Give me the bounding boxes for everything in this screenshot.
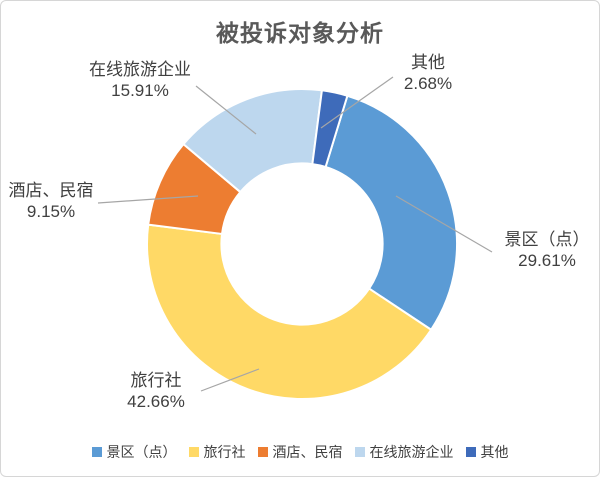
donut-slice	[145, 223, 433, 401]
legend-label: 旅行社	[203, 444, 246, 460]
legend-item: 酒店、民宿	[257, 442, 343, 462]
slice-label-name: 其他	[411, 53, 445, 72]
donut-slice	[311, 89, 349, 168]
slice-label-percent: 29.61%	[518, 251, 576, 270]
legend-label: 在线旅游企业	[369, 444, 454, 460]
legend-item: 景区（点）	[91, 442, 177, 462]
slice-label-name: 旅行社	[130, 371, 182, 390]
slice-label-percent: 42.66%	[127, 392, 185, 411]
chart-title: 被投诉对象分析	[216, 20, 384, 46]
slice-label-scenic-spot: 景区（点） 29.61%	[472, 229, 599, 271]
slice-label-percent: 9.15%	[26, 202, 76, 221]
legend-swatch-icon	[354, 447, 365, 457]
slice-label-hotel-homestay: 酒店、民宿 9.15%	[1, 180, 103, 222]
legend-label: 其他	[480, 444, 509, 460]
legend-swatch-icon	[465, 447, 476, 457]
slice-label-online-travel: 在线旅游企业 15.91%	[65, 59, 215, 101]
leader-line	[97, 195, 199, 204]
legend-item: 旅行社	[188, 442, 246, 462]
legend-swatch-icon	[91, 447, 102, 457]
slice-label-other: 其他 2.68%	[353, 52, 503, 94]
leader-line	[200, 368, 260, 392]
chart-legend: 景区（点） 旅行社 酒店、民宿 在线旅游企业 其他	[1, 442, 599, 462]
slice-label-percent: 2.68%	[403, 74, 453, 93]
legend-label: 景区（点）	[106, 444, 177, 460]
legend-item: 其他	[465, 442, 509, 462]
leader-line	[195, 85, 257, 135]
slice-label-name: 酒店、民宿	[8, 181, 94, 200]
slice-label-name: 在线旅游企业	[89, 60, 191, 79]
leader-line	[395, 195, 493, 253]
leader-line	[320, 76, 394, 129]
slice-label-percent: 15.91%	[111, 81, 169, 100]
slice-label-travel-agency: 旅行社 42.66%	[81, 370, 231, 412]
slice-label-name: 景区（点）	[504, 230, 590, 249]
legend-item: 在线旅游企业	[354, 442, 454, 462]
legend-swatch-icon	[257, 447, 268, 457]
donut-slice	[324, 94, 458, 331]
legend-swatch-icon	[188, 447, 199, 457]
legend-label: 酒店、民宿	[272, 444, 343, 460]
